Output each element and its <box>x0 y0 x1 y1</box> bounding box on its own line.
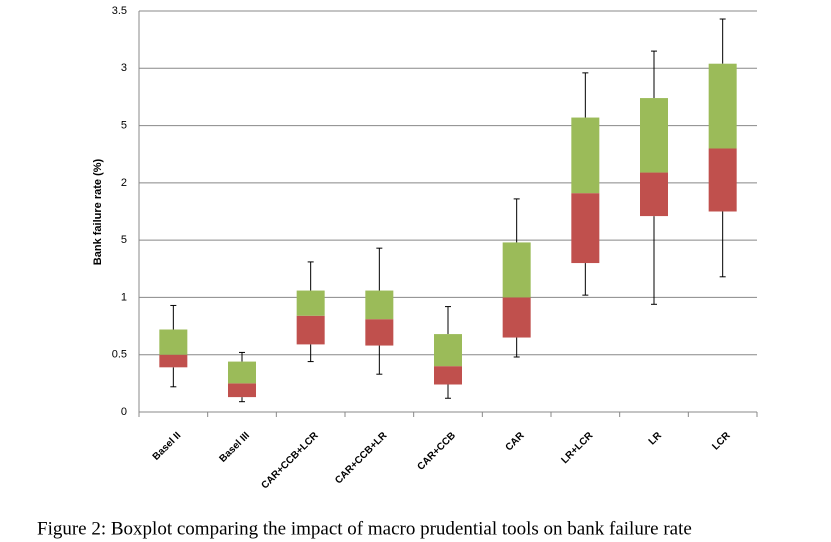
y-tick-label: 1 <box>121 291 127 303</box>
box-lower <box>296 315 325 345</box>
x-tick-label: LR <box>647 430 665 448</box>
box-upper <box>571 117 600 194</box>
x-tick-label: CAR+CCB+LR <box>333 430 390 487</box>
x-tick-label: Basel II <box>151 430 184 463</box>
box-lower <box>365 319 394 346</box>
box-upper <box>228 361 256 384</box>
box-lower <box>708 148 737 212</box>
x-tick-label: CAR+CCB <box>415 430 458 473</box>
box-lower <box>228 383 256 398</box>
box-upper <box>365 290 394 320</box>
y-tick-label: 3.5 <box>112 5 127 17</box>
box-upper <box>640 98 668 173</box>
y-tick-label: 0 <box>121 406 127 418</box>
box-lower <box>434 366 462 385</box>
box-upper <box>434 334 462 367</box>
caption: Figure 2: Boxplot comparing the impact o… <box>37 518 692 539</box>
x-tick-label: CAR+CCB+LCR <box>259 430 321 492</box>
box-lower <box>640 172 668 217</box>
box-lower <box>159 354 188 368</box>
box-lower <box>502 297 531 338</box>
x-tick-label: Basel III <box>217 430 252 465</box>
y-tick-label: 5 <box>121 119 127 131</box>
y-tick-label: 0.5 <box>112 349 127 361</box>
box-upper <box>159 329 188 355</box>
y-tick-label: 5 <box>121 234 127 246</box>
x-tick-label: LR+LCR <box>559 430 595 466</box>
y-tick-label: 2 <box>121 177 127 189</box>
box-upper <box>708 63 737 149</box>
x-tick-label: LCR <box>710 430 733 453</box>
y-tick-label: 3 <box>121 62 127 74</box>
x-tick-label: CAR <box>504 430 528 454</box>
y-axis-label: Bank failure rate (%) <box>92 158 104 265</box>
box-lower <box>571 193 600 264</box>
box-upper <box>296 290 325 316</box>
box-upper <box>502 242 531 298</box>
